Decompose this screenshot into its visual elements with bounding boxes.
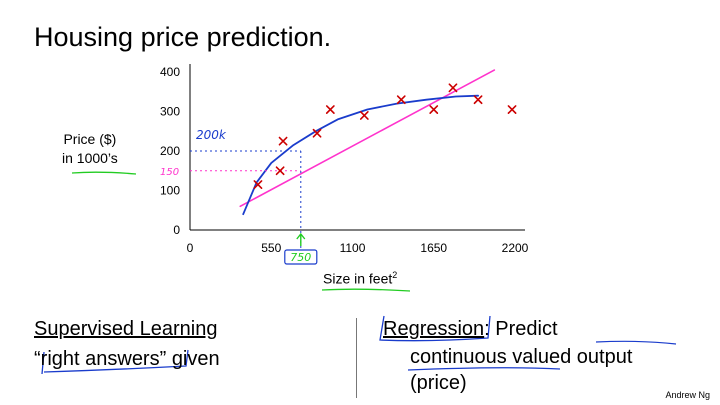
x-tick-label-0: 0 [187,241,194,255]
author-credit: Andrew Ng [665,390,710,400]
x-axis-label: Size in feet2 [323,270,397,287]
data-point-4 [325,105,335,114]
data-point-1 [275,166,285,176]
x-axis-label-exponent: 2 [392,270,398,280]
quadratic-fit-curve [242,94,479,216]
x-tick-label-4: 2200 [502,241,529,255]
right-answers-text: “right answers” given [34,348,220,370]
annotation-200k: 200k [196,128,227,142]
regression-output-example: (price) [410,372,467,394]
y-axis-label-line2: in 1000’s [62,150,118,166]
data-point-8 [448,83,458,93]
y-axis-label-line1: Price ($) [63,131,117,147]
chart-guide-lines [190,150,302,250]
x-tick-label-2: 1100 [340,241,366,255]
chart-fit-curves [239,69,496,216]
query-arrow [296,232,306,246]
data-point-0 [253,180,263,189]
data-point-2 [278,136,288,146]
y-label-underline [71,171,137,175]
annotation-150: 150 [160,167,179,178]
supervised-learning-heading: Supervised Learning [34,318,218,340]
y-tick-label-0: 0 [173,223,180,237]
right-answers-bracket [41,349,189,375]
linear-fit-line [239,69,496,208]
y-tick-label-3: 300 [160,105,180,119]
regression-description: continuous valued output [410,346,633,368]
slide-title: Housing price prediction. [34,22,332,52]
x-tick-label-3: 1650 [420,241,447,255]
query-box [284,249,318,265]
x-label-underline [321,288,411,292]
predict-overline [595,340,677,345]
y-tick-label-4: 400 [160,65,180,79]
y-tick-label-1: 100 [160,184,180,198]
data-point-6 [396,95,406,105]
data-point-3 [312,128,322,138]
data-point-7 [429,105,439,114]
data-point-10 [507,105,517,114]
x-axis-label-text: Size in feet [323,270,393,287]
regression-line: Regression: Predict [383,318,558,341]
chart-axes [189,64,525,231]
chart-ticks: 0 100 200 300 400 0 550 1100 1650 2200 [160,65,529,255]
data-point-9 [473,95,483,105]
regression-rest: : Predict [484,318,558,340]
regression-bracket [379,315,491,342]
chart-points [253,83,517,189]
y-tick-label-2: 200 [160,144,180,158]
chart-annotations: 200k 150 750 [41,128,677,375]
continuous-underline [407,367,561,371]
data-point-5 [359,111,369,120]
annotation-750: 750 [290,251,311,264]
column-divider [356,318,357,398]
x-tick-label-1: 550 [261,241,281,255]
y-axis-label: Price ($) in 1000’s [62,130,118,168]
regression-keyword: Regression [383,318,485,340]
